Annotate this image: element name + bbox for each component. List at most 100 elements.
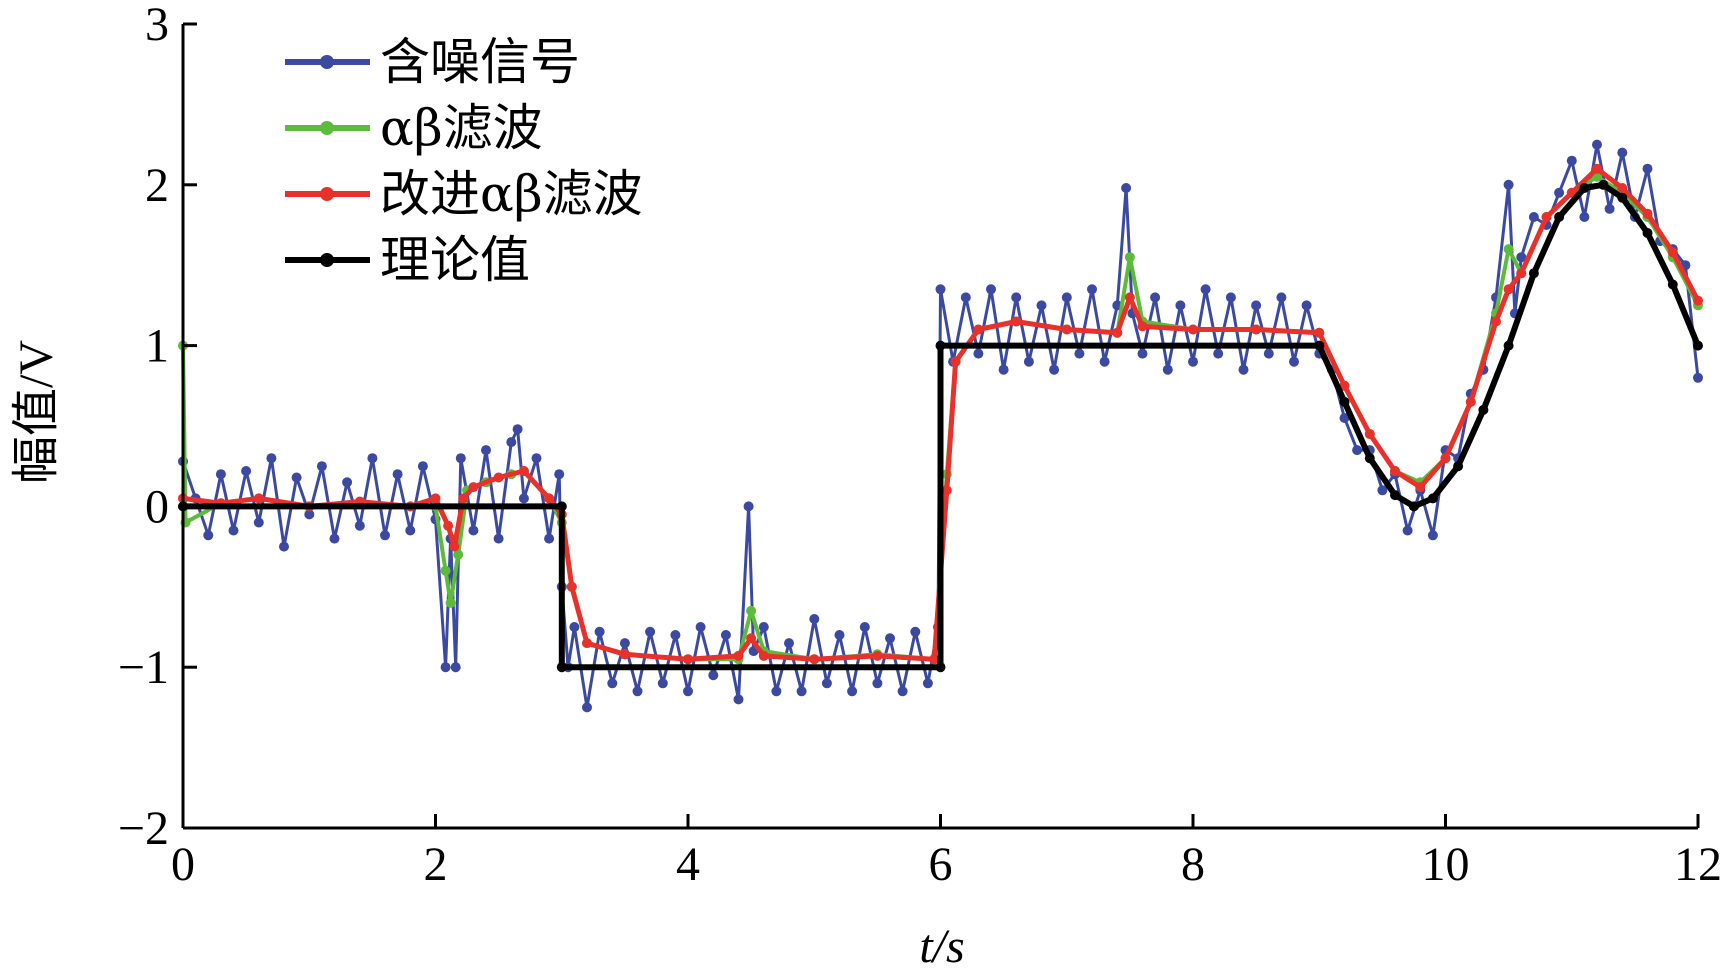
data-point bbox=[986, 284, 996, 295]
data-point bbox=[1503, 340, 1514, 351]
data-point bbox=[430, 493, 441, 504]
data-point bbox=[1339, 380, 1350, 391]
data-point bbox=[796, 686, 807, 697]
data-point bbox=[556, 662, 567, 673]
data-point bbox=[809, 614, 820, 624]
data-point bbox=[1440, 453, 1451, 464]
x-tick-label: 2 bbox=[424, 838, 448, 891]
data-point bbox=[1023, 356, 1034, 367]
data-point bbox=[847, 686, 858, 697]
data-point bbox=[215, 469, 226, 480]
data-point bbox=[1099, 356, 1110, 367]
data-point bbox=[1175, 300, 1186, 311]
data-point bbox=[1251, 300, 1262, 311]
data-point bbox=[1592, 139, 1602, 150]
data-point bbox=[935, 662, 946, 673]
data-point bbox=[935, 340, 946, 351]
data-point bbox=[1011, 292, 1022, 303]
data-point bbox=[554, 469, 565, 480]
data-point bbox=[1364, 453, 1375, 464]
data-point bbox=[695, 622, 706, 632]
y-tick-label: 3 bbox=[145, 0, 169, 51]
data-point bbox=[1188, 356, 1198, 367]
data-point bbox=[1364, 429, 1375, 439]
data-point bbox=[1251, 324, 1262, 335]
data-point bbox=[544, 493, 555, 504]
data-point bbox=[1427, 530, 1438, 541]
data-point bbox=[743, 501, 754, 512]
data-point bbox=[632, 686, 643, 697]
data-point bbox=[1225, 292, 1236, 303]
data-point bbox=[897, 686, 908, 697]
data-point bbox=[569, 622, 580, 632]
data-point bbox=[1087, 284, 1097, 295]
data-point bbox=[594, 626, 605, 637]
data-point bbox=[453, 549, 464, 560]
x-tick-label: 6 bbox=[929, 838, 953, 891]
data-point bbox=[493, 533, 504, 544]
data-point bbox=[1390, 490, 1400, 501]
data-point bbox=[1124, 252, 1135, 263]
data-point bbox=[582, 638, 592, 649]
data-point bbox=[771, 686, 782, 697]
data-point bbox=[1667, 279, 1678, 290]
data-point bbox=[1617, 192, 1628, 203]
data-point bbox=[1598, 179, 1609, 190]
data-point bbox=[531, 453, 542, 464]
data-point bbox=[1314, 340, 1325, 351]
data-point bbox=[203, 530, 214, 541]
data-point bbox=[1453, 461, 1464, 472]
data-point bbox=[566, 581, 577, 592]
data-point bbox=[1528, 268, 1539, 279]
data-point bbox=[960, 292, 971, 303]
data-point bbox=[455, 453, 466, 464]
data-point bbox=[973, 324, 984, 335]
data-point bbox=[784, 638, 794, 649]
data-point bbox=[449, 541, 460, 552]
data-point bbox=[1402, 525, 1413, 536]
data-point bbox=[1693, 295, 1703, 306]
data-point bbox=[279, 541, 289, 552]
series-layer bbox=[178, 139, 1703, 713]
data-point bbox=[1693, 372, 1703, 383]
data-point bbox=[607, 678, 618, 689]
data-point bbox=[440, 662, 451, 673]
data-point bbox=[506, 437, 517, 448]
x-tick-label: 4 bbox=[676, 838, 700, 891]
x-axis-label: t/s bbox=[919, 920, 964, 973]
data-point bbox=[1693, 340, 1703, 351]
x-tick-label: 8 bbox=[1181, 838, 1205, 891]
data-point bbox=[998, 364, 1009, 375]
axes bbox=[181, 22, 1700, 830]
data-point bbox=[872, 678, 883, 689]
data-point bbox=[458, 493, 469, 504]
data-point bbox=[1124, 292, 1135, 303]
data-point bbox=[253, 517, 264, 528]
data-point bbox=[1465, 396, 1476, 407]
data-point bbox=[746, 633, 757, 644]
data-point bbox=[809, 654, 820, 665]
data-point bbox=[443, 520, 454, 531]
data-point bbox=[1642, 163, 1653, 174]
data-point bbox=[1491, 316, 1501, 327]
data-point bbox=[720, 630, 731, 640]
data-point bbox=[316, 461, 327, 472]
data-point bbox=[1579, 212, 1590, 222]
data-point bbox=[1137, 321, 1148, 332]
data-point bbox=[1061, 324, 1072, 335]
data-point bbox=[1276, 292, 1287, 303]
data-point bbox=[973, 348, 984, 359]
data-point bbox=[512, 424, 523, 435]
data-point bbox=[683, 654, 693, 665]
y-tick-label: −2 bbox=[118, 802, 169, 855]
data-point bbox=[1408, 501, 1419, 512]
data-point bbox=[518, 493, 529, 504]
data-point bbox=[758, 622, 769, 632]
data-point bbox=[834, 630, 845, 640]
data-point bbox=[304, 509, 315, 520]
legend-label: αβ滤波 bbox=[380, 99, 543, 157]
legend-label: 改进αβ滤波 bbox=[380, 165, 643, 223]
